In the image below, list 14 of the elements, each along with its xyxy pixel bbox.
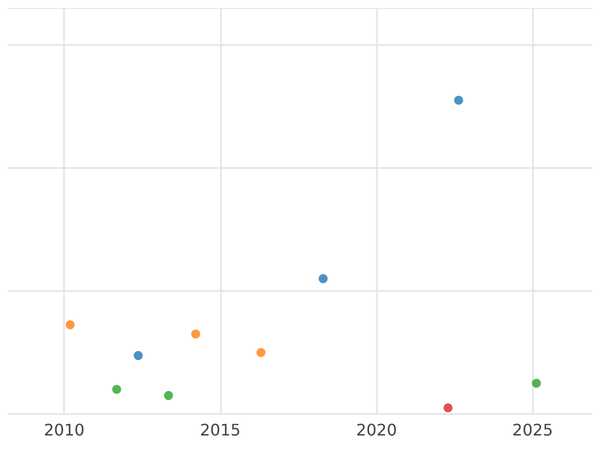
point (66, 320, 75, 330)
point (256, 348, 266, 357)
point (454, 96, 464, 105)
x-tick-label: 2015 (200, 420, 241, 440)
x-tick-label: 2020 (356, 420, 397, 440)
point (444, 403, 453, 412)
x-tick-label: 2010 (44, 420, 85, 440)
point (191, 330, 200, 339)
x-tick-label: 2025 (512, 420, 554, 440)
point (134, 351, 143, 360)
point (164, 391, 174, 400)
point (532, 378, 541, 388)
point (112, 384, 122, 394)
point (318, 274, 328, 284)
